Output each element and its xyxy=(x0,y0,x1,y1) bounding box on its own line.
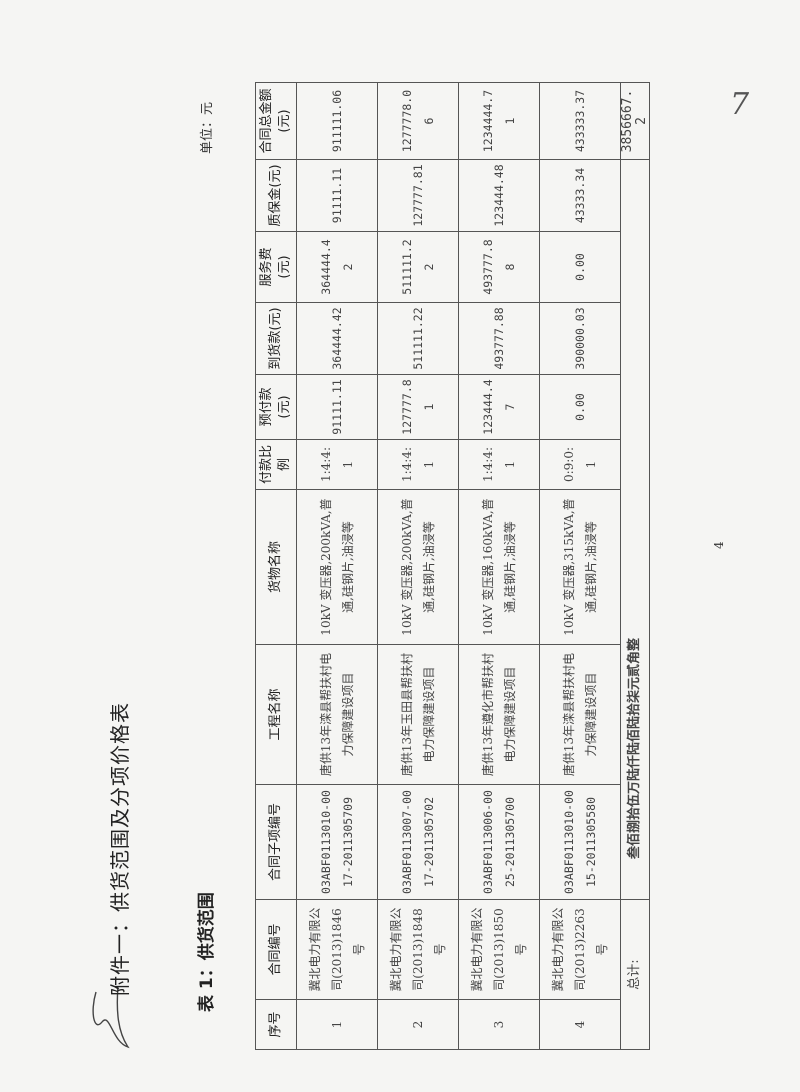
table-cell: 390000.03 xyxy=(539,302,621,375)
table-cell: 1234444.71 xyxy=(458,82,540,160)
table-cell: 493777.88 xyxy=(458,302,540,375)
column-header: 预付款(元) xyxy=(255,374,297,440)
table-cell: 10kV 变压器,160kVA,普通,硅钢片,油浸等 xyxy=(458,489,540,645)
table-row: 1 冀北电力有限公司(2013)1846号 03ABF0113010-0017-20… xyxy=(296,82,378,1050)
table-cell: 911111.06 xyxy=(296,82,378,160)
table-cell: 冀北电力有限公司(2013)2263号 xyxy=(539,899,621,1000)
table-cell: 493777.88 xyxy=(458,231,540,303)
table-cell: 唐供13年遵化市帮扶村电力保障建设项目 xyxy=(458,644,540,785)
table-caption: 表 1：供货范围 xyxy=(197,892,217,1012)
column-header: 序号 xyxy=(255,999,297,1050)
table-cell: 3 xyxy=(458,999,540,1050)
table-cell: 1277778.06 xyxy=(377,82,459,160)
total-amount: 3856667.2 xyxy=(620,82,650,160)
table-cell: 1:4:4:1 xyxy=(296,439,378,490)
table-cell: 冀北电力有限公司(2013)1846号 xyxy=(296,899,378,1000)
table-cell: 10kV 变压器,200kVA,普通,硅钢片,油浸等 xyxy=(296,489,378,645)
column-header: 合同总金额(元) xyxy=(255,82,297,160)
unit-label: 单位：元 xyxy=(200,101,215,154)
table-cell: 唐供13年滦县帮扶村电力保障建设项目 xyxy=(539,644,621,785)
table-cell: 冀北电力有限公司(2013)1850号 xyxy=(458,899,540,1000)
table-cell: 91111.11 xyxy=(296,159,378,232)
table-cell: 364444.42 xyxy=(296,302,378,375)
table-cell: 03ABF0113006-0025-2011305700 xyxy=(458,784,540,900)
table-cell: 511111.22 xyxy=(377,231,459,303)
column-header: 工程名称 xyxy=(255,644,297,785)
table-cell: 10kV 变压器,315kVA,普通,硅钢片,油浸等 xyxy=(539,489,621,645)
table-cell: 2 xyxy=(377,999,459,1050)
table-cell: 91111.11 xyxy=(296,374,378,440)
column-header: 合同子项编号 xyxy=(255,784,297,900)
table-cell: 0.00 xyxy=(539,374,621,440)
table-cell: 433333.37 xyxy=(539,82,621,160)
table-cell: 10kV 变压器,200kVA,普通,硅钢片,油浸等 xyxy=(377,489,459,645)
table-cell: 127777.81 xyxy=(377,374,459,440)
table-cell: 4 xyxy=(539,999,621,1050)
table-cell: 127777.81 xyxy=(377,159,459,232)
total-amount-words: 叁佰捌拾伍万陆仟陆佰陆拾柒元贰角整 xyxy=(620,159,650,900)
table-header-row: 序号 合同编号 合同子项编号 工程名称 货物名称 付款比例 预付款(元) 到货款(元) 服务费(… xyxy=(255,82,297,1050)
column-header: 货物名称 xyxy=(255,489,297,645)
supply-scope-table: 序号 合同编号 合同子项编号 工程名称 货物名称 付款比例 预付款(元) 到货款(元) 服务费(… xyxy=(255,82,650,1050)
column-header: 合同编号 xyxy=(255,899,297,1000)
column-header: 付款比例 xyxy=(255,439,297,490)
table-cell: 03ABF0113007-0017-2011305702 xyxy=(377,784,459,900)
page-number: 4 xyxy=(712,541,726,549)
table-cell: 03ABF0113010-0015-2011305580 xyxy=(539,784,621,900)
table-cell: 511111.22 xyxy=(377,302,459,375)
table-cell: 03ABF0113010-0017-2011305709 xyxy=(296,784,378,900)
total-label: 总计: xyxy=(620,899,650,1050)
column-header: 质保金(元) xyxy=(255,159,297,232)
table-cell: 唐供13年玉田县帮扶村电力保障建设项目 xyxy=(377,644,459,785)
table-cell: 唐供13年滦县帮扶村电力保障建设项目 xyxy=(296,644,378,785)
table-cell: 冀北电力有限公司(2013)1848号 xyxy=(377,899,459,1000)
table-cell: 0:9:0:1 xyxy=(539,439,621,490)
table-cell: 1 xyxy=(296,999,378,1050)
page-title: 附件一：供货范围及分项价格表 xyxy=(108,702,132,996)
table-row: 4 冀北电力有限公司(2013)2263号 03ABF0113010-0015-20… xyxy=(539,82,621,1050)
total-row: 总计: 叁佰捌拾伍万陆仟陆佰陆拾柒元贰角整 3856667.2 xyxy=(620,82,650,1050)
column-header: 到货款(元) xyxy=(255,302,297,375)
table-cell: 0.00 xyxy=(539,231,621,303)
handwritten-mark: 7 xyxy=(729,86,750,122)
table-cell: 364444.42 xyxy=(296,231,378,303)
table-cell: 123444.48 xyxy=(458,159,540,232)
table-cell: 1:4:4:1 xyxy=(458,439,540,490)
table-row: 2 冀北电力有限公司(2013)1848号 03ABF0113007-0017-20… xyxy=(377,82,459,1050)
column-header: 服务费(元) xyxy=(255,231,297,303)
table-cell: 123444.47 xyxy=(458,374,540,440)
table-cell: 1:4:4:1 xyxy=(377,439,459,490)
signature-scribble xyxy=(92,985,130,1049)
table-cell: 43333.34 xyxy=(539,159,621,232)
table-row: 3 冀北电力有限公司(2013)1850号 03ABF0113006-0025-20… xyxy=(458,82,540,1050)
